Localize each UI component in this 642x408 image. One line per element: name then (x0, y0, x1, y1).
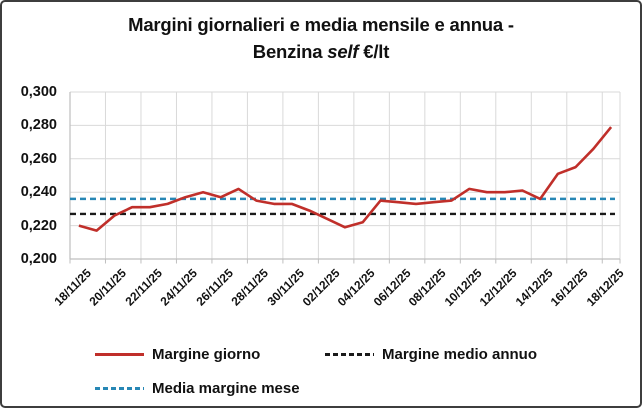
legend-item-margine-medio-annuo: Margine medio annuo (325, 345, 537, 363)
legend-item-margine-giorno: Margine giorno (95, 345, 260, 363)
chart-title-line2: Benzina self €/lt (252, 41, 390, 62)
legend-blue-dashed-sample (95, 386, 144, 390)
y-tick-label: 0,260 (20, 150, 57, 167)
chart-title: Margini giornalieri e media mensile e an… (2, 11, 640, 65)
legend-black-dashed-sample (325, 352, 374, 356)
legend-label: Media margine mese (152, 379, 300, 397)
legend-red-line-sample (95, 352, 144, 356)
y-tick-label: 0,200 (20, 251, 57, 267)
chart-title-italic-word: self (327, 41, 359, 62)
chart-title-line1: Margini giornalieri e media mensile e an… (128, 14, 514, 35)
legend-label: Margine giorno (152, 345, 261, 363)
y-tick-label: 0,300 (20, 84, 57, 100)
y-tick-label: 0,280 (20, 117, 57, 134)
legend-label: Margine medio annuo (382, 345, 538, 363)
y-tick-label: 0,220 (20, 217, 57, 234)
daily-margin-line (78, 126, 613, 232)
legend-item-media-margine-mese: Media margine mese (95, 379, 300, 397)
y-tick-label: 0,240 (20, 184, 57, 201)
